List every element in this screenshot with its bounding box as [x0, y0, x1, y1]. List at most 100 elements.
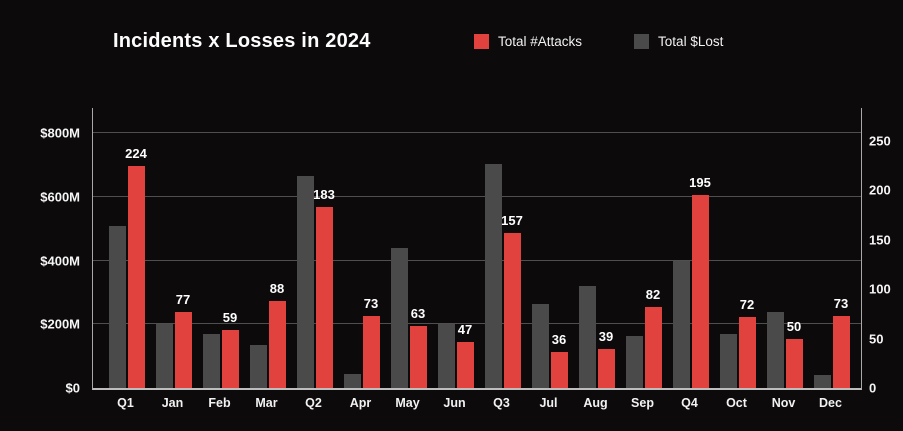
losses-bar [296, 176, 314, 388]
plot-area: 224 77 59 88 183 73 63 47 157 36 39 82 195 72 50 73 [92, 108, 862, 390]
attacks-bar: 73 [362, 296, 380, 388]
bar-group: 39 [573, 108, 620, 388]
x-axis-label: Jun [443, 396, 466, 410]
attacks-bar: 82 [644, 287, 662, 388]
bar-group: 72 [714, 108, 761, 388]
legend-label-attacks: Total #Attacks [498, 34, 583, 49]
x-axis-label: Q2 [305, 396, 322, 410]
right-axis-tick: 50 [869, 331, 884, 347]
gridline [93, 323, 861, 325]
x-axis-label: Dec [819, 396, 842, 410]
bar-group: 82 [620, 108, 667, 388]
losses-bar [437, 324, 455, 388]
left-axis-tick: $600M [40, 189, 80, 205]
bar-group: 183 [291, 108, 338, 388]
bar-group: 50 [761, 108, 808, 388]
legend-item-losses[interactable]: Total $Lost [634, 34, 723, 49]
left-axis-tick: $800M [40, 125, 80, 141]
legend-label-losses: Total $Lost [658, 34, 724, 49]
x-axis-label: Q4 [681, 396, 698, 410]
left-axis-tick: $400M [40, 253, 80, 269]
bar-value-label: 50 [786, 318, 802, 334]
right-axis-tick: 0 [869, 380, 877, 396]
bar-group: 77 [150, 108, 197, 388]
attacks-bar: 195 [689, 175, 711, 388]
bar-group: 36 [526, 108, 573, 388]
attacks-swatch-icon [474, 34, 489, 49]
losses-bar [719, 333, 737, 388]
bar-group: 59 [197, 108, 244, 388]
x-axis-label: Apr [349, 396, 372, 410]
attacks-bar: 183 [313, 187, 335, 388]
bar-value-label: 47 [457, 321, 473, 337]
x-axis-label: Feb [208, 396, 231, 410]
x-axis-label: Q3 [493, 396, 510, 410]
losses-bar [531, 303, 549, 388]
bar-value-label: 73 [363, 295, 379, 311]
bar-group: 47 [432, 108, 479, 388]
attacks-bar: 47 [456, 322, 474, 388]
x-axis-label: Q1 [117, 396, 134, 410]
attacks-bar: 73 [832, 296, 850, 388]
losses-bar [813, 375, 831, 388]
x-axis-label: Aug [583, 396, 608, 410]
gridline [93, 132, 861, 134]
attacks-bar: 157 [501, 213, 523, 388]
bar-group: 157 [479, 108, 526, 388]
attacks-bar: 59 [221, 310, 239, 388]
right-axis-tick: 100 [869, 281, 891, 297]
losses-bar [578, 286, 596, 388]
x-axis-label: May [395, 396, 420, 410]
losses-bar [108, 225, 126, 388]
attacks-bar: 72 [738, 297, 756, 388]
x-axis-label: Mar [255, 396, 278, 410]
x-axis-label: Jan [161, 396, 184, 410]
bar-value-label: 39 [598, 329, 614, 345]
left-axis-tick: $200M [40, 316, 80, 332]
losses-bar [390, 248, 408, 388]
bar-value-label: 72 [739, 296, 755, 312]
x-axis-labels: Q1 Jan Feb Mar Q2 Apr May Jun Q3 Jul Aug Sep Q4 Oct No… [102, 396, 854, 416]
bar-value-label: 77 [175, 291, 191, 307]
losses-bar [766, 311, 784, 388]
bar-value-label: 195 [689, 175, 711, 191]
right-axis-tick: 250 [869, 133, 891, 149]
bar-group: 73 [808, 108, 855, 388]
attacks-bar: 63 [409, 306, 427, 388]
bar-value-label: 183 [313, 186, 335, 202]
attacks-bar: 224 [125, 146, 147, 388]
losses-bar [672, 260, 690, 388]
bar-group: 63 [385, 108, 432, 388]
losses-bar [625, 335, 643, 388]
losses-bar [202, 333, 220, 388]
x-axis-label: Jul [539, 396, 558, 410]
gridline [93, 196, 861, 198]
legend-item-attacks[interactable]: Total #Attacks [474, 34, 582, 49]
bar-value-label: 82 [645, 286, 661, 302]
losses-bar [484, 163, 502, 388]
bar-group: 73 [338, 108, 385, 388]
bar-value-label: 73 [833, 295, 849, 311]
losses-bar [155, 324, 173, 388]
losses-bar [343, 373, 361, 388]
chart-title: Incidents x Losses in 2024 [113, 30, 371, 52]
left-axis-tick: $0 [65, 380, 80, 396]
right-axis-tick: 200 [869, 182, 891, 198]
gridline [93, 259, 861, 261]
x-axis-label: Oct [726, 396, 747, 410]
x-axis-label: Sep [631, 396, 654, 410]
losses-swatch-icon [634, 34, 650, 49]
bar-group: 88 [244, 108, 291, 388]
attacks-bar: 77 [174, 292, 192, 388]
bar-value-label: 36 [551, 332, 567, 348]
bar-group: 224 [103, 108, 150, 388]
legend: Total #Attacks Total $Lost [474, 34, 723, 49]
bar-value-label: 157 [501, 212, 523, 228]
attacks-bar: 36 [550, 332, 568, 388]
bar-value-label: 59 [222, 309, 238, 325]
attacks-bar: 39 [597, 329, 615, 388]
right-axis-tick: 150 [869, 232, 891, 248]
left-axis: $800M $600M $400M $200M $0 [0, 108, 84, 396]
bar-group: 195 [667, 108, 714, 388]
